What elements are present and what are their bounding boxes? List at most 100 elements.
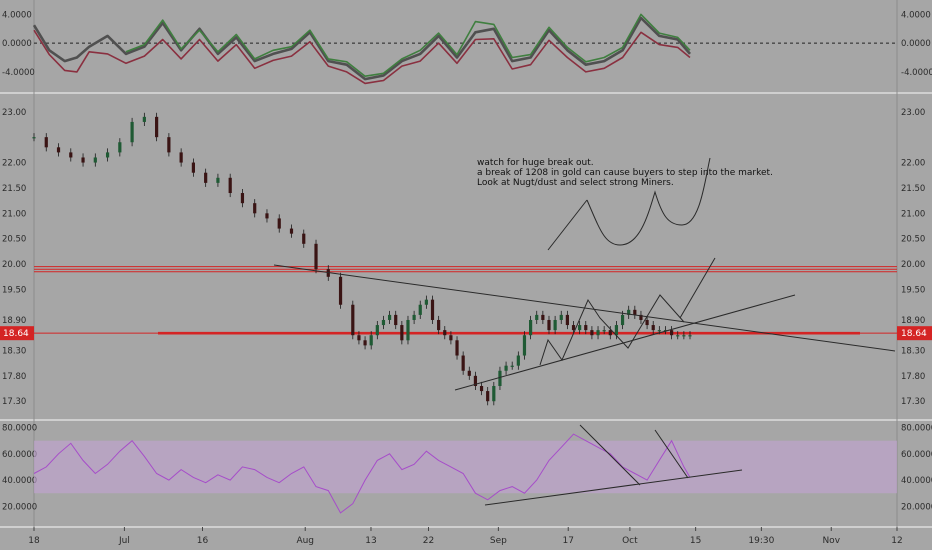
- candle-body: [670, 330, 674, 336]
- last-price-text-left: 18.64: [3, 329, 29, 339]
- trendline: [579, 424, 641, 486]
- candle-body: [216, 177, 220, 183]
- candle-body: [179, 152, 183, 163]
- candle-body: [424, 299, 428, 305]
- osc-series-line: [32, 16, 691, 81]
- osc-series-line: [33, 29, 691, 85]
- price-tick-right: 17.80: [901, 372, 925, 382]
- last-price-label-left: [0, 326, 34, 341]
- price-tick-left: 23.00: [2, 108, 26, 118]
- candle-body: [461, 355, 465, 371]
- candle-body: [553, 319, 557, 331]
- candle-body: [541, 314, 545, 320]
- trendline: [484, 469, 743, 506]
- x-tick-label: Oct: [622, 536, 638, 546]
- candle-body: [443, 330, 447, 336]
- candle-body: [633, 309, 637, 315]
- rsi-tick-left: 60.0000: [2, 450, 37, 460]
- rsi-tick-left: 40.0000: [2, 476, 37, 486]
- price-tick-right: 21.00: [901, 209, 925, 219]
- candle-body: [492, 385, 496, 402]
- price-tick-left: 17.30: [2, 397, 26, 407]
- candle-body: [627, 309, 631, 315]
- zigzag-pattern: [539, 294, 685, 366]
- candle-body: [240, 193, 245, 204]
- price-tick-left: 20.00: [2, 260, 26, 270]
- candle-body: [510, 365, 514, 367]
- candle-body: [118, 142, 122, 153]
- x-tick-label: 18: [28, 536, 40, 546]
- osc-tick-left: 0.0000: [2, 39, 32, 49]
- price-tick-right: 19.50: [901, 286, 925, 296]
- osc-tick-left: 4.0000: [2, 10, 32, 20]
- trendline: [654, 429, 689, 479]
- candle-body: [430, 299, 435, 320]
- candle-body: [253, 203, 257, 214]
- candle-body: [69, 152, 73, 158]
- price-tick-right: 20.00: [901, 260, 925, 270]
- x-tick-label: Sep: [490, 536, 507, 546]
- x-tick-label: 15: [690, 536, 701, 546]
- annotation-line: Look at Nugt/dust and select strong Mine…: [477, 178, 674, 188]
- trendline: [454, 294, 796, 391]
- price-tick-right: 18.90: [901, 316, 925, 326]
- candle-body: [314, 243, 318, 270]
- osc-tick-right: 0.0000: [901, 39, 931, 49]
- price-tick-left: 22.00: [2, 159, 26, 169]
- rsi-tick-right: 40.0000: [901, 476, 932, 486]
- candle-body: [105, 152, 110, 158]
- price-tick-left: 17.80: [2, 372, 26, 382]
- candle-body: [620, 314, 625, 326]
- candle-body: [375, 325, 379, 336]
- candle-body: [486, 391, 490, 402]
- osc-tick-right: 4.0000: [901, 10, 931, 20]
- candle-body: [682, 335, 686, 337]
- candle-body: [449, 335, 453, 341]
- candle-body: [535, 314, 539, 320]
- candle-body: [498, 370, 502, 386]
- candle-body: [44, 137, 48, 148]
- candle-body: [351, 304, 355, 336]
- candle-body: [56, 147, 61, 153]
- candle-body: [528, 319, 533, 336]
- x-tick-label: 19:30: [748, 536, 774, 546]
- price-panel: 23.00 23.00 22.00 22.00 21.50 21.50 21.00 21.00…: [0, 108, 932, 407]
- candle-body: [522, 335, 527, 356]
- candle-body: [228, 177, 232, 194]
- candle-body: [688, 335, 692, 337]
- candle-body: [400, 325, 404, 341]
- candle-body: [406, 319, 410, 341]
- candle-body: [387, 314, 392, 320]
- candle-body: [651, 325, 655, 331]
- trendline-drawings[interactable]: [273, 157, 896, 506]
- chart-annotation: watch for huge break out.a break of 1208…: [477, 158, 773, 188]
- price-tick-right: 20.50: [901, 235, 925, 245]
- x-tick-label: 16: [197, 536, 209, 546]
- candle-body: [302, 233, 306, 244]
- x-tick-label: 17: [563, 536, 574, 546]
- price-tick-left: 19.50: [2, 286, 26, 296]
- candle-body: [565, 314, 569, 326]
- rsi-tick-right: 60.0000: [901, 450, 932, 460]
- rsi-band: [34, 440, 897, 494]
- candle-body: [516, 355, 520, 366]
- candle-body: [167, 137, 171, 153]
- candle-body: [645, 319, 649, 326]
- osc-tick-left: -4.0000: [2, 68, 35, 78]
- candle-body: [130, 121, 134, 143]
- candle-body: [265, 213, 269, 219]
- candle-body: [547, 319, 551, 331]
- candle-body: [363, 340, 367, 346]
- x-tick-label: 22: [423, 536, 434, 546]
- candle-body: [639, 314, 643, 320]
- candle-body: [191, 162, 196, 173]
- osc-tick-right: -4.0000: [901, 68, 932, 78]
- candle-body: [381, 319, 386, 326]
- time-axis[interactable]: 18 Jul 16 Aug 13 22 Sep 17 Oct 15 19:30 Nov 12: [28, 527, 903, 546]
- candle-body: [559, 314, 563, 320]
- x-tick-label: Nov: [822, 536, 840, 546]
- candle-body: [657, 330, 661, 332]
- candle-body: [467, 370, 471, 376]
- candle-body: [155, 116, 159, 138]
- projected-path: [586, 157, 711, 246]
